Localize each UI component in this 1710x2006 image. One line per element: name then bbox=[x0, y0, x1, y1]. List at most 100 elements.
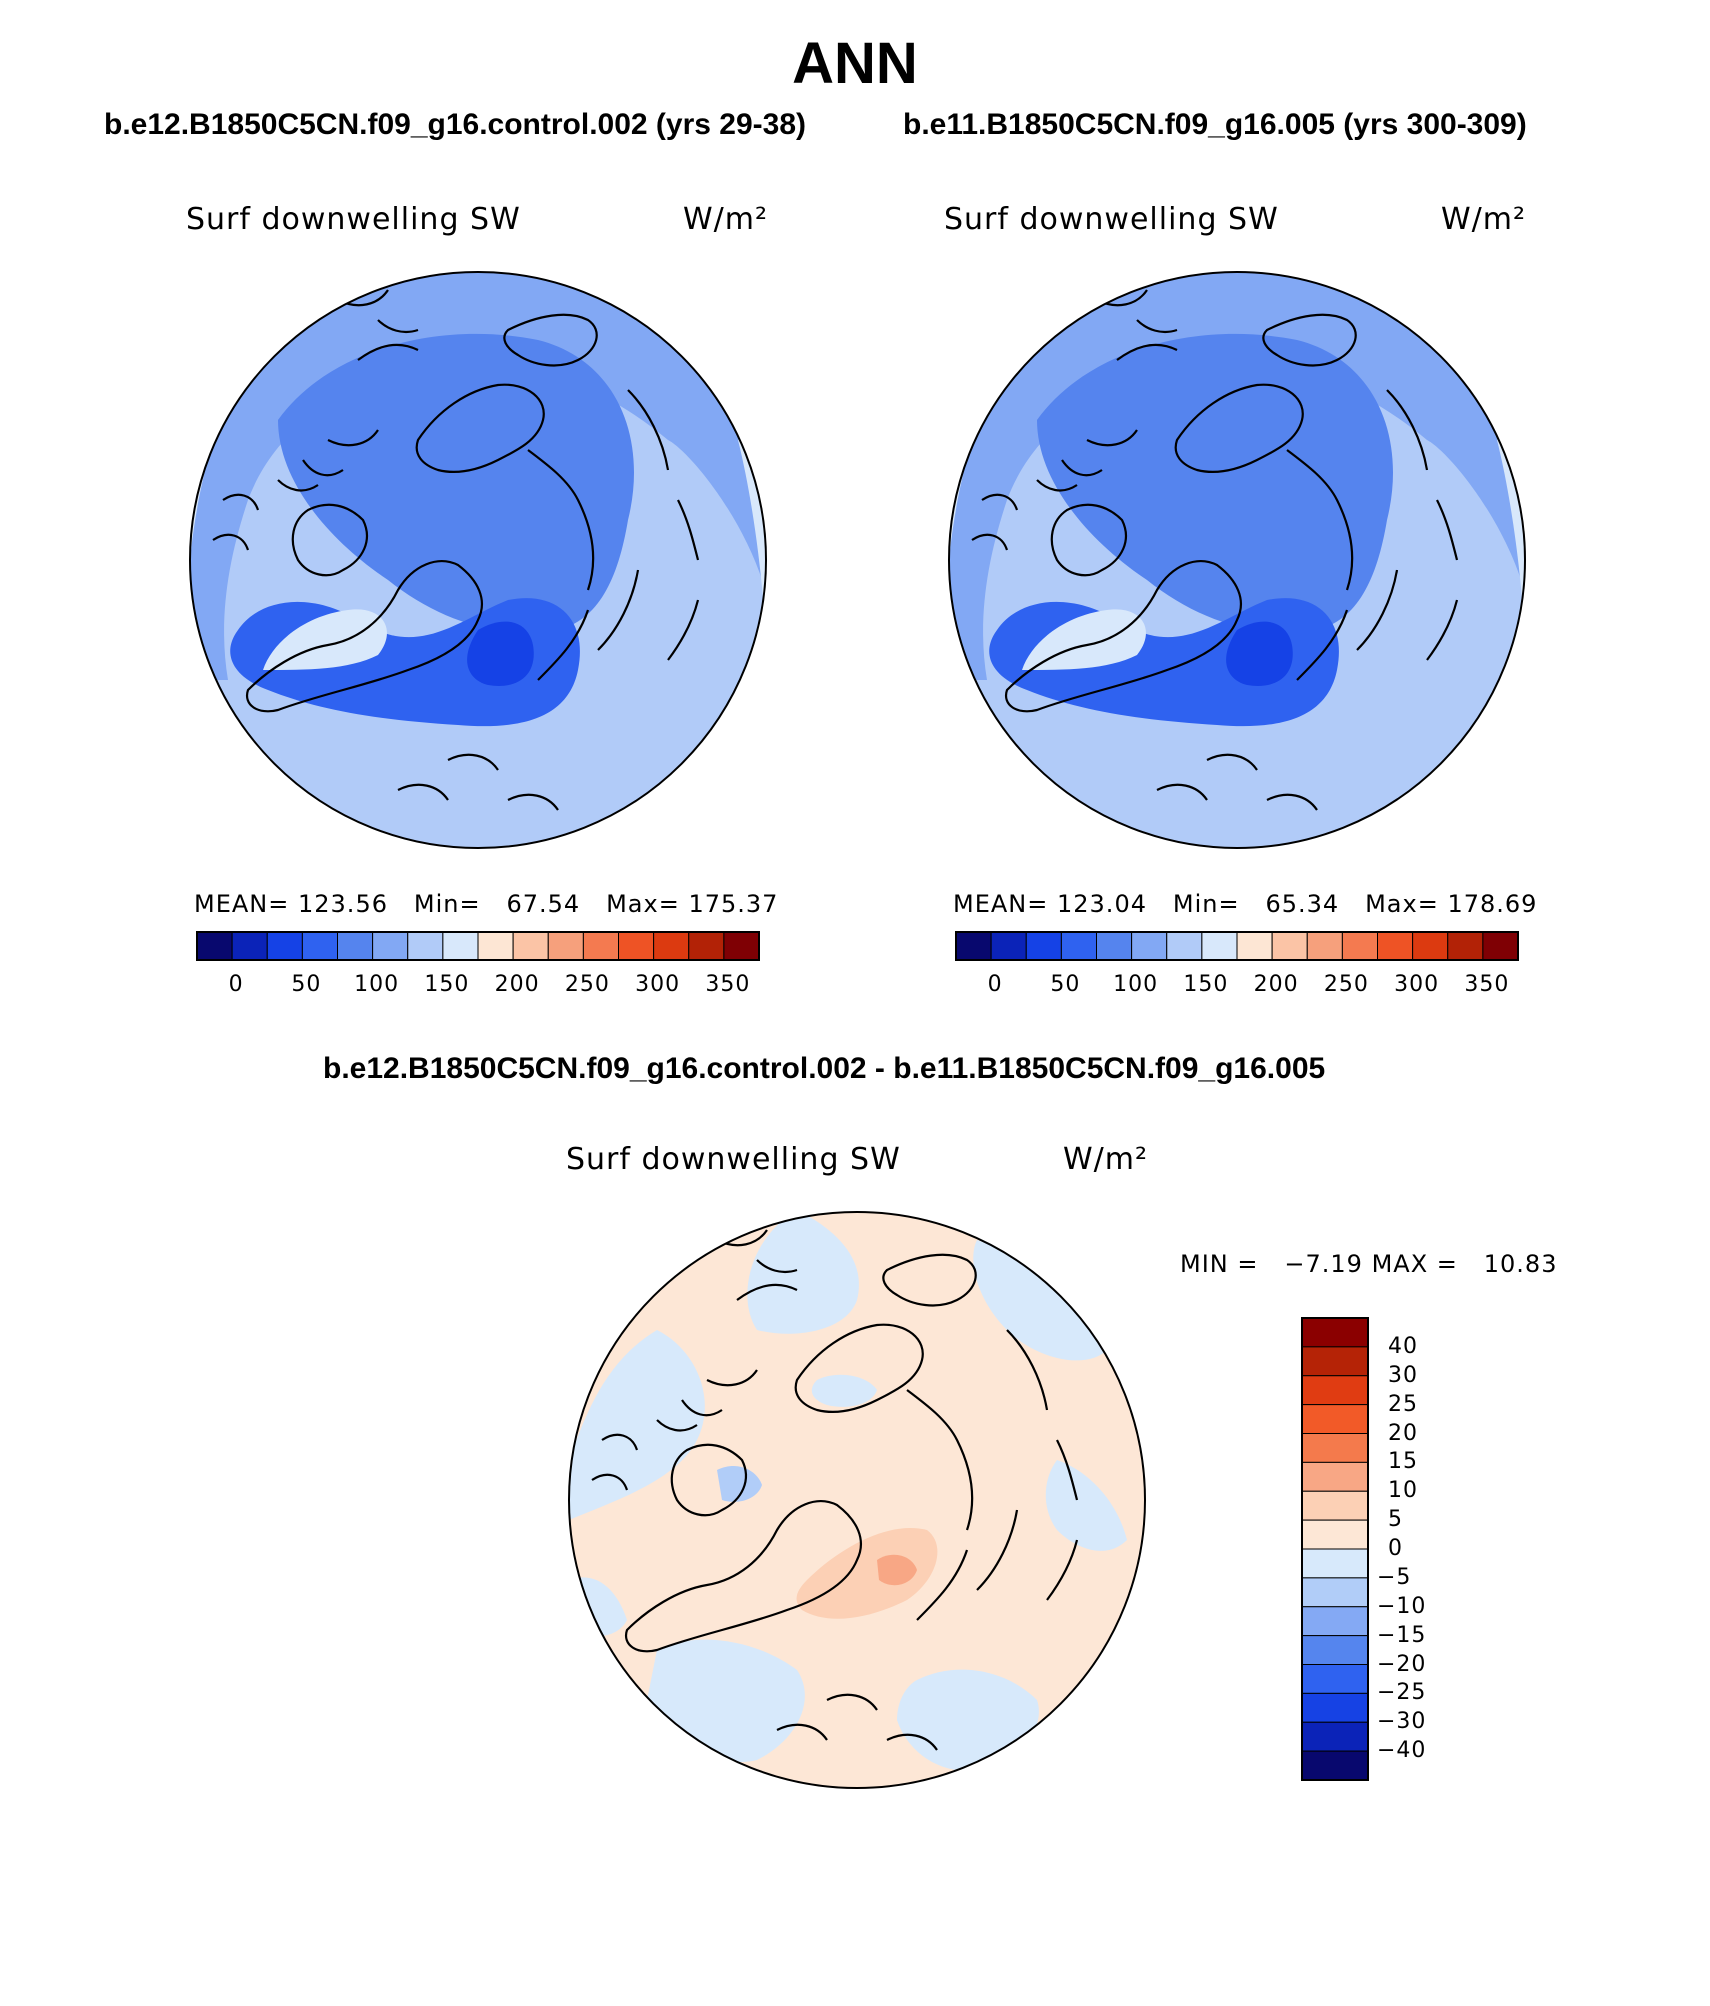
left-colorbar-swatch-10 bbox=[547, 931, 584, 961]
difference-colorbar-label-6: 5 bbox=[1388, 1507, 1403, 1533]
coastline-5 bbox=[1036, 429, 1138, 492]
difference-min-value: −7.19 bbox=[1284, 1250, 1363, 1278]
left-panel-case-title: b.e12.B1850C5CN.f09_g16.control.002 (yrs… bbox=[104, 108, 807, 141]
left-max-value: 175.37 bbox=[688, 890, 779, 918]
right-colorbar-tick-250: 250 bbox=[1323, 972, 1369, 997]
difference-map-contours bbox=[569, 1212, 1145, 1788]
right-colorbar-swatch-13 bbox=[1412, 931, 1449, 961]
difference-colorbar-swatch-2 bbox=[1301, 1375, 1369, 1406]
coastline-1 bbox=[624, 1500, 862, 1653]
right-map-contours bbox=[949, 272, 1525, 848]
right-max-label: Max= bbox=[1365, 890, 1439, 918]
left-colorbar-tick-100: 100 bbox=[354, 972, 400, 997]
left-colorbar-tick-200: 200 bbox=[494, 972, 540, 997]
field-arctic-core bbox=[278, 333, 634, 633]
difference-colorbar-swatch-11 bbox=[1301, 1635, 1369, 1665]
right-colorbar-frame bbox=[955, 931, 1519, 961]
diff-negative-7 bbox=[811, 1374, 877, 1407]
difference-colorbar-label-8: −5 bbox=[1377, 1564, 1412, 1590]
difference-colorbar-label-2: 25 bbox=[1388, 1391, 1418, 1417]
left-map-coastlines bbox=[212, 289, 700, 811]
right-colorbar bbox=[955, 931, 1519, 961]
left-colorbar-swatch-0 bbox=[196, 931, 233, 961]
left-colorbar-tick-250: 250 bbox=[564, 972, 610, 997]
diff-positive-strong bbox=[877, 1554, 917, 1586]
coastline-0 bbox=[291, 503, 368, 577]
right-colorbar-tick-100: 100 bbox=[1113, 972, 1159, 997]
left-colorbar-swatch-7 bbox=[442, 931, 479, 961]
coastline-2 bbox=[1174, 383, 1304, 474]
field-sw-edge bbox=[190, 390, 213, 460]
right-colorbar-swatch-1 bbox=[990, 931, 1027, 961]
coastline-7 bbox=[1156, 753, 1318, 811]
right-colorbar-tick-200: 200 bbox=[1253, 972, 1299, 997]
coastline-0 bbox=[670, 1443, 747, 1517]
left-map-border bbox=[189, 271, 767, 849]
difference-max-value: 10.83 bbox=[1483, 1250, 1558, 1278]
right-colorbar-tick-0: 0 bbox=[987, 972, 1003, 997]
difference-map-coastlines bbox=[591, 1229, 1079, 1751]
difference-units-label: W/m² bbox=[1063, 1142, 1149, 1177]
difference-colorbar-label-7: 0 bbox=[1388, 1536, 1403, 1561]
right-colorbar-swatch-0 bbox=[955, 931, 992, 961]
coastline-0 bbox=[1050, 503, 1127, 577]
difference-min-label: MIN = bbox=[1180, 1250, 1259, 1278]
left-panel-variable-label: Surf downwelling SW bbox=[186, 202, 521, 237]
left-mean-label: MEAN= bbox=[194, 890, 290, 918]
diff-negative-5 bbox=[1045, 1460, 1127, 1551]
left-panel-units-label: W/m² bbox=[683, 202, 769, 237]
difference-colorbar-swatch-8 bbox=[1301, 1548, 1369, 1579]
coastline-3 bbox=[1262, 313, 1357, 367]
right-max-value: 178.69 bbox=[1447, 890, 1538, 918]
coastline-6 bbox=[527, 449, 640, 681]
left-colorbar-swatch-3 bbox=[301, 931, 338, 961]
coastline-9 bbox=[212, 493, 260, 551]
difference-colorbar-swatch-7 bbox=[1301, 1519, 1369, 1550]
left-max-label: Max= bbox=[606, 890, 680, 918]
left-colorbar-swatch-4 bbox=[337, 931, 374, 961]
difference-colorbar bbox=[1301, 1317, 1369, 1781]
right-colorbar-swatch-2 bbox=[1025, 931, 1062, 961]
right-panel-variable-label: Surf downwelling SW bbox=[944, 202, 1279, 237]
right-panel-case-title: b.e11.B1850C5CN.f09_g16.005 (yrs 300-309… bbox=[903, 108, 1527, 141]
left-polar-map bbox=[190, 272, 766, 848]
coastline-7 bbox=[776, 1693, 938, 1751]
coastline-5 bbox=[277, 429, 379, 492]
right-colorbar-tick-50: 50 bbox=[1050, 972, 1081, 997]
difference-colorbar-label-10: −15 bbox=[1377, 1622, 1427, 1648]
difference-colorbar-swatch-5 bbox=[1301, 1461, 1369, 1492]
field-atlantic-min bbox=[1226, 621, 1293, 686]
coastline-6 bbox=[906, 1389, 1019, 1621]
difference-colorbar-label-9: −10 bbox=[1377, 1593, 1427, 1619]
left-colorbar-tick-50: 50 bbox=[291, 972, 322, 997]
coastline-3 bbox=[503, 313, 598, 367]
right-colorbar-swatch-3 bbox=[1060, 931, 1097, 961]
coastline-6 bbox=[1286, 449, 1399, 681]
right-map-border bbox=[948, 271, 1526, 849]
left-map-contours bbox=[190, 272, 766, 848]
difference-colorbar-label-14: −40 bbox=[1377, 1738, 1427, 1764]
coastline-7 bbox=[397, 753, 559, 811]
coastline-3 bbox=[882, 1253, 977, 1307]
left-colorbar-swatch-2 bbox=[266, 931, 303, 961]
difference-colorbar-swatch-13 bbox=[1301, 1692, 1369, 1723]
left-colorbar-swatch-12 bbox=[618, 931, 655, 961]
difference-colorbar-swatch-3 bbox=[1301, 1404, 1369, 1434]
right-colorbar-swatch-6 bbox=[1166, 931, 1203, 961]
difference-polar-map bbox=[569, 1212, 1145, 1788]
left-mean-value: 123.56 bbox=[298, 890, 388, 918]
right-mean-value: 123.04 bbox=[1057, 890, 1147, 918]
coastline-8 bbox=[627, 389, 700, 661]
left-colorbar-frame bbox=[196, 931, 760, 961]
difference-colorbar-swatch-0 bbox=[1301, 1317, 1369, 1348]
coastline-2 bbox=[794, 1323, 924, 1414]
left-min-label: Min= bbox=[413, 890, 481, 918]
difference-colorbar-label-5: 10 bbox=[1388, 1478, 1418, 1504]
field-greenland bbox=[1022, 609, 1146, 670]
left-colorbar-swatch-6 bbox=[407, 931, 444, 961]
left-colorbar-swatch-5 bbox=[372, 931, 409, 961]
difference-colorbar-label-12: −25 bbox=[1377, 1680, 1427, 1706]
diff-negative-0 bbox=[569, 1330, 705, 1520]
difference-colorbar-swatch-10 bbox=[1301, 1606, 1369, 1637]
right-colorbar-swatch-12 bbox=[1377, 931, 1414, 961]
